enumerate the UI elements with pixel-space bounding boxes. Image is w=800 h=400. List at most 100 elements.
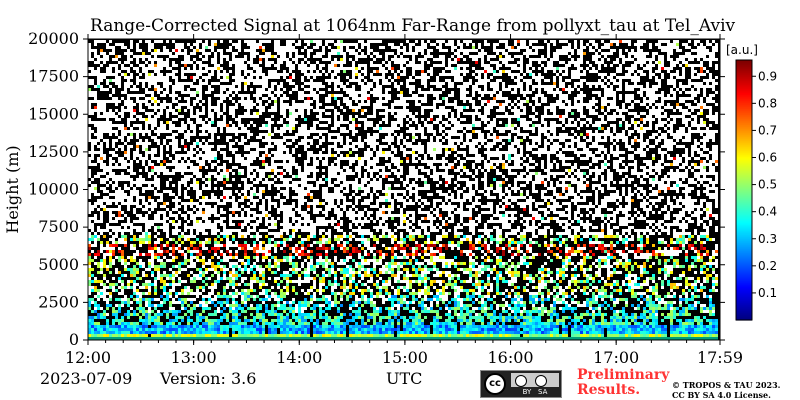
heatmap-cell — [202, 247, 205, 250]
heatmap-cell — [181, 298, 184, 301]
heatmap-cell — [505, 271, 508, 274]
heatmap-cell — [94, 277, 97, 280]
heatmap-cell — [331, 268, 334, 271]
heatmap-cell — [595, 226, 598, 229]
heatmap-cell — [301, 265, 304, 268]
heatmap-cell — [463, 271, 466, 274]
heatmap-cell — [223, 265, 226, 268]
heatmap-cell — [145, 328, 148, 331]
heatmap-cell — [394, 262, 397, 265]
heatmap-cell — [472, 334, 475, 337]
heatmap-cell — [358, 250, 361, 253]
heatmap-cell — [355, 298, 358, 301]
heatmap-cell — [235, 301, 238, 304]
heatmap-cell — [298, 247, 301, 250]
heatmap-cell — [97, 304, 100, 307]
heatmap-cell — [625, 241, 628, 244]
heatmap-cell — [361, 292, 364, 295]
heatmap-cell — [244, 232, 247, 235]
heatmap-cell — [295, 325, 298, 328]
heatmap-cell — [259, 292, 262, 295]
heatmap-cell — [163, 310, 166, 313]
heatmap-cell — [574, 265, 577, 268]
heatmap-cell — [406, 229, 409, 232]
heatmap-cell — [250, 337, 253, 340]
heatmap-cell — [664, 331, 667, 334]
heatmap-cell — [349, 325, 352, 328]
heatmap-cell — [655, 286, 658, 289]
heatmap-cell — [169, 277, 172, 280]
heatmap-cell — [598, 337, 601, 340]
heatmap-cell — [694, 334, 697, 337]
heatmap-cell — [433, 286, 436, 289]
heatmap-cell — [148, 310, 151, 313]
heatmap-cell — [103, 328, 106, 331]
heatmap-cell — [580, 337, 583, 340]
heatmap-cell — [169, 334, 172, 337]
heatmap-cell — [562, 307, 565, 310]
heatmap-cell — [709, 319, 712, 322]
heatmap-cell — [295, 304, 298, 307]
heatmap-cell — [478, 334, 481, 337]
heatmap-cell — [466, 322, 469, 325]
heatmap-cell — [316, 334, 319, 337]
heatmap-cell — [205, 277, 208, 280]
heatmap-cell — [457, 286, 460, 289]
heatmap-cell — [484, 334, 487, 337]
heatmap-cell — [238, 328, 241, 331]
heatmap-cell — [433, 250, 436, 253]
heatmap-cell — [559, 319, 562, 322]
heatmap-cell — [112, 283, 115, 286]
heatmap-cell — [184, 292, 187, 295]
heatmap-cell — [460, 298, 463, 301]
heatmap-cell — [103, 325, 106, 328]
heatmap-cell — [589, 307, 592, 310]
heatmap-cell — [634, 325, 637, 328]
heatmap-cell — [175, 334, 178, 337]
heatmap-cell — [211, 262, 214, 265]
heatmap-cell — [325, 319, 328, 322]
heatmap-cell — [202, 331, 205, 334]
heatmap-cell — [415, 313, 418, 316]
heatmap-cell — [187, 259, 190, 262]
heatmap-cell — [139, 334, 142, 337]
heatmap-cell — [670, 286, 673, 289]
heatmap-cell — [388, 322, 391, 325]
heatmap-cell — [112, 310, 115, 313]
heatmap-cell — [508, 244, 511, 247]
heatmap-cell — [346, 250, 349, 253]
heatmap-cell — [571, 250, 574, 253]
heatmap-cell — [655, 322, 658, 325]
heatmap-cell — [208, 292, 211, 295]
heatmap-cell — [232, 319, 235, 322]
heatmap-cell — [652, 322, 655, 325]
heatmap-cell — [451, 325, 454, 328]
heatmap-cell — [475, 283, 478, 286]
heatmap-cell — [676, 241, 679, 244]
heatmap-cell — [268, 232, 271, 235]
heatmap-cell — [340, 295, 343, 298]
heatmap-cell — [295, 268, 298, 271]
heatmap-cell — [439, 274, 442, 277]
heatmap-cell — [430, 259, 433, 262]
heatmap-cell — [517, 331, 520, 334]
heatmap-cell — [130, 301, 133, 304]
heatmap-cell — [673, 325, 676, 328]
heatmap-cell — [133, 289, 136, 292]
heatmap-cell — [190, 253, 193, 256]
heatmap-cell — [244, 316, 247, 319]
heatmap-cell — [154, 331, 157, 334]
heatmap-cell — [532, 229, 535, 232]
heatmap-cell — [214, 337, 217, 340]
heatmap-cell — [487, 274, 490, 277]
heatmap-cell — [715, 289, 718, 292]
heatmap-cell — [223, 286, 226, 289]
heatmap-cell — [670, 301, 673, 304]
heatmap-cell — [211, 274, 214, 277]
heatmap-cell — [544, 232, 547, 235]
heatmap-cell — [397, 268, 400, 271]
heatmap-cell — [268, 298, 271, 301]
heatmap-cell — [598, 325, 601, 328]
heatmap-cell — [319, 292, 322, 295]
heatmap-cell — [502, 325, 505, 328]
